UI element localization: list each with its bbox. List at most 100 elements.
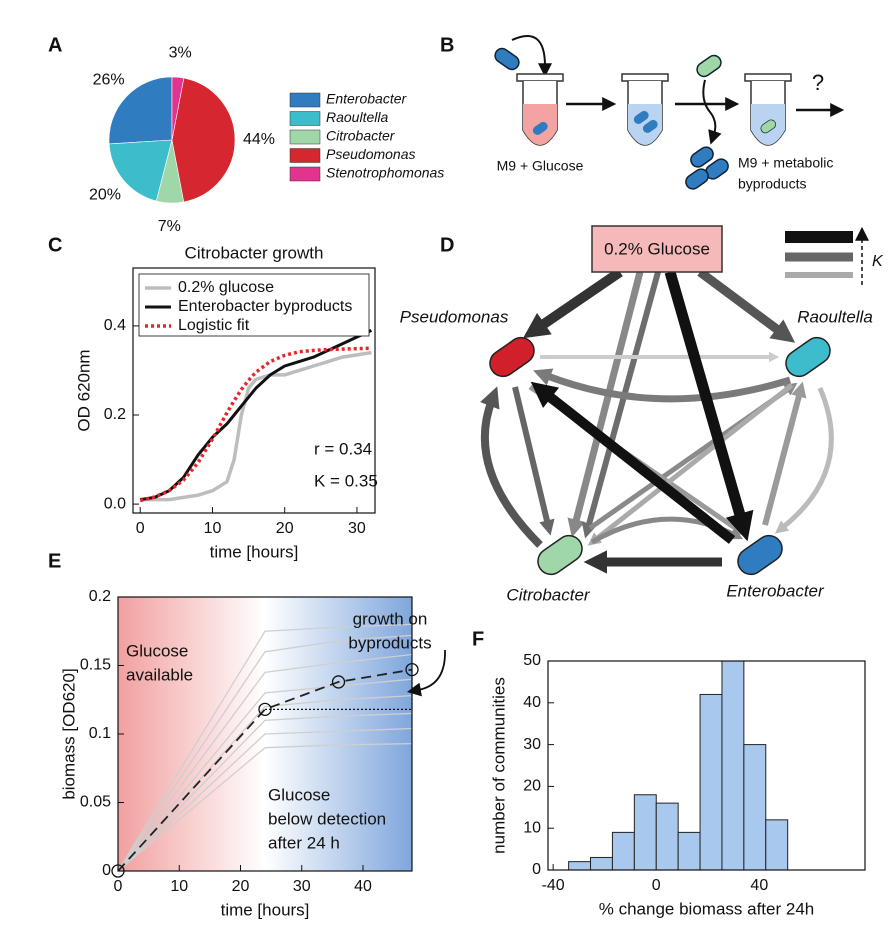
y-tick-label: 50 (523, 652, 541, 669)
annotation: byproducts (348, 633, 431, 652)
x-tick-label: 30 (348, 520, 366, 537)
pie-slice (171, 77, 236, 203)
y-tick-label: 20 (523, 778, 541, 795)
plot-frame (117, 596, 413, 872)
tube (744, 73, 792, 146)
hist-bar (721, 660, 745, 871)
x-tick-label: 30 (293, 878, 311, 895)
bacterium (494, 47, 520, 71)
legend-swatch (289, 111, 321, 126)
y-tick-label: 0 (102, 862, 111, 879)
y-tick-label: 40 (523, 694, 541, 711)
x-tick-label: 0 (652, 877, 661, 894)
y-axis-label: OD 620nm (74, 349, 93, 431)
series-line (117, 712, 413, 872)
interaction-arrow (567, 271, 644, 538)
y-tick-label: 30 (523, 736, 541, 753)
panel-letter: A (48, 34, 62, 56)
y-tick-label: 0 (532, 861, 541, 878)
annotation: growth on (353, 609, 428, 628)
legend-label: Stenotrophomonas (326, 165, 444, 181)
x-axis-label: time [hours] (210, 542, 299, 561)
hist-bar (765, 819, 789, 871)
medium-label: M9 + Glucose (497, 158, 584, 174)
legend-label: Pseudomonas (326, 146, 416, 162)
hist-bar (699, 693, 723, 871)
key-bar (785, 272, 853, 278)
slice-label: 3% (169, 45, 192, 62)
species-node (489, 336, 535, 378)
interaction-arrow (697, 268, 796, 343)
legend-label: 0.2% glucose (178, 279, 274, 296)
y-tick-label: 0.2 (89, 588, 111, 605)
interaction-arrow (480, 386, 543, 548)
x-tick-label: 20 (232, 878, 250, 895)
y-tick-label: 0.1 (89, 725, 111, 742)
depleted-zone (265, 597, 412, 871)
series-line (117, 634, 413, 872)
annotation-arrow (406, 649, 446, 697)
key-bar (785, 252, 853, 262)
hist-bar (611, 831, 635, 871)
glucose-box (591, 225, 723, 273)
x-tick-label: 0 (114, 878, 123, 895)
slice-label: 26% (93, 72, 125, 89)
annotation: r = 0.34 (314, 439, 372, 458)
species-node (737, 534, 783, 576)
series-line (117, 623, 413, 872)
panel-d: D 0.2% Glucose Pseudomonas Raoultella Citro… (400, 225, 884, 604)
panel-b: B ? M9 + Glucose (440, 34, 845, 192)
interaction-arrow (762, 381, 807, 526)
x-tick-label: 40 (354, 878, 372, 895)
pie-slice (108, 139, 173, 202)
bacterium (690, 146, 714, 168)
species-node (785, 336, 831, 378)
x-tick-label: 0 (136, 520, 145, 537)
species-label: Enterobacter (726, 581, 825, 600)
annotation: K = 0.35 (314, 471, 378, 490)
legend-box (138, 273, 370, 337)
hist-bar (590, 856, 613, 871)
y-tick-label: 0.4 (104, 317, 126, 334)
hist-bar (677, 831, 701, 871)
pie-slice (171, 76, 185, 141)
annotation: available (126, 665, 193, 684)
annotation: below detection (268, 809, 386, 828)
series-line (139, 346, 372, 503)
panel-letter: D (440, 234, 454, 256)
y-tick-label: 0.2 (104, 406, 126, 423)
x-tick-label: 40 (750, 877, 768, 894)
interaction-arrow (581, 271, 661, 539)
medium-label: M9 + metabolic (738, 155, 833, 171)
arrow (511, 35, 552, 78)
slice-label: 44% (243, 131, 275, 148)
medium-label: byproducts (738, 176, 806, 192)
pie-slice (108, 76, 173, 145)
slice-label: 20% (89, 187, 121, 204)
species-label: Raoultella (797, 307, 873, 326)
legend-label: Enterobacter byproducts (178, 298, 352, 315)
series-line (117, 727, 413, 872)
plot-frame (547, 660, 866, 871)
key-label: K (872, 253, 884, 270)
annotation: Glucose (126, 641, 188, 660)
interaction-arrow (530, 381, 736, 544)
hist-bar (568, 861, 592, 871)
x-axis-label: % change biomass after 24h (599, 899, 814, 918)
tube (516, 73, 564, 146)
legend-swatch (289, 166, 321, 182)
y-tick-label: 0.0 (104, 495, 126, 512)
x-axis-label: time [hours] (221, 900, 310, 919)
y-tick-label: 0.05 (80, 794, 111, 811)
glucose-label: 0.2% Glucose (604, 239, 710, 258)
arrow (702, 79, 722, 145)
interaction-arrow (774, 387, 834, 534)
interaction-arrow (533, 368, 792, 403)
data-point (258, 702, 272, 716)
annotation: Glucose (268, 785, 330, 804)
tube (621, 73, 669, 146)
species-label: Pseudomonas (400, 307, 509, 326)
x-tick-label: -40 (542, 877, 565, 894)
annotation: after 24 h (268, 833, 340, 852)
